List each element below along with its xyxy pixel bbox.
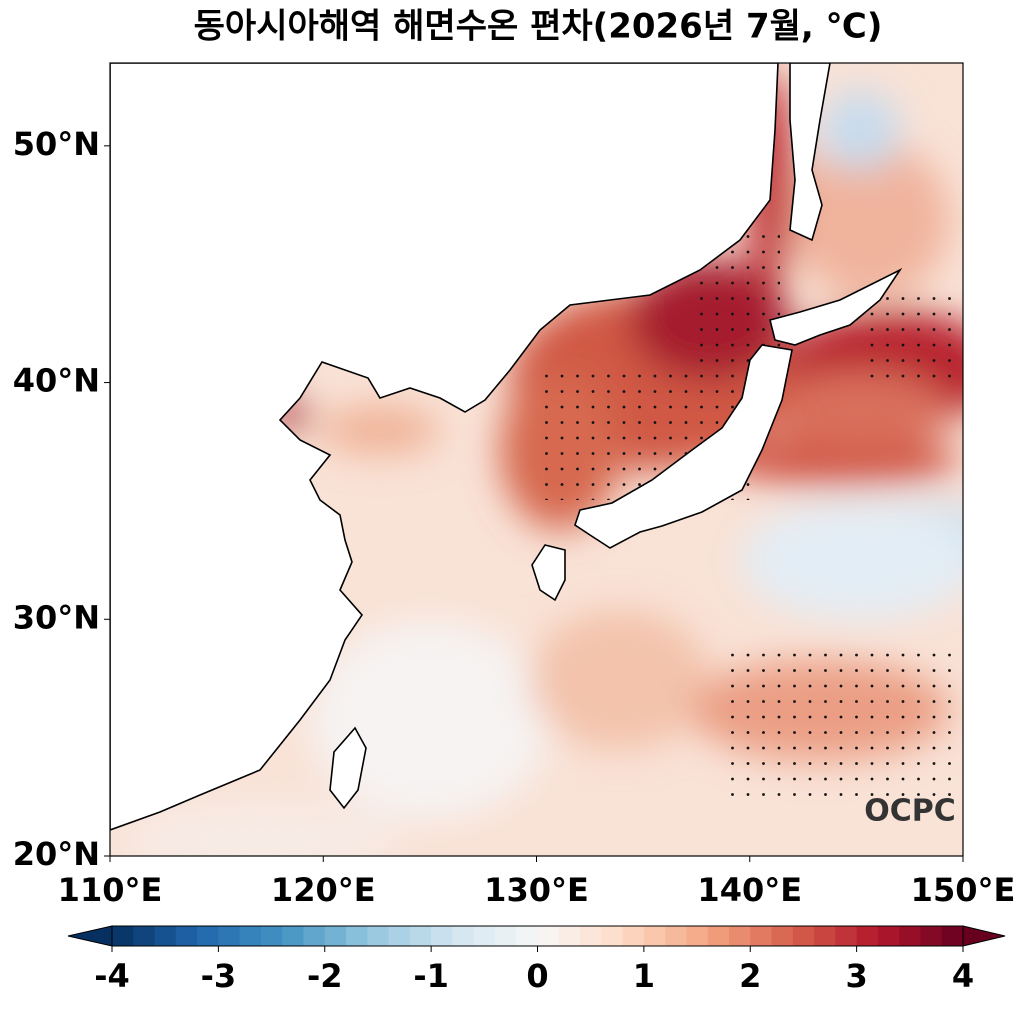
colorbar-bin (494, 926, 517, 946)
colorbar-tick-label: -3 (201, 957, 237, 995)
y-tick-label: 20°N (13, 835, 100, 873)
colorbar-bin (877, 926, 900, 946)
colorbar-bin (622, 926, 645, 946)
map-title: 동아시아해역 해면수온 편차(2026년 7월, ℃) (194, 7, 883, 47)
colorbar-extend-low (67, 925, 113, 947)
colorbar-tick-label: 4 (952, 957, 974, 995)
y-tick-label: 40°N (13, 362, 100, 400)
colorbar-bin (771, 926, 794, 946)
x-tick-label: 110°E (58, 871, 163, 909)
colorbar-bin (324, 926, 347, 946)
colorbar-bin (601, 926, 624, 946)
x-tick-label: 150°E (911, 871, 1016, 909)
colorbar-tick-label: -2 (307, 957, 343, 995)
colorbar-extend-high (962, 925, 1006, 947)
colorbar-bin (814, 926, 836, 946)
colorbar-bin (941, 926, 964, 946)
colorbar-bin (409, 926, 432, 946)
colorbar-bin (516, 926, 538, 946)
colorbar-bin (175, 926, 198, 946)
colorbar-tick-label: 2 (739, 957, 761, 995)
colorbar-bin (154, 926, 177, 946)
colorbar-bin (197, 926, 219, 946)
colorbar-bin (899, 926, 921, 946)
colorbar-bin (792, 926, 815, 946)
colorbar-bin (728, 926, 751, 946)
colorbar-bin (558, 926, 581, 946)
colorbar-bin (218, 926, 241, 946)
colorbar-bin (346, 926, 368, 946)
y-tick-label: 50°N (13, 125, 100, 163)
colorbar-bin (133, 926, 156, 946)
axes: 110°E 120°E 130°E 140°E 150°E 20°N 30°N 40°N 50°… (13, 125, 1016, 909)
colorbar-tick-label: 0 (526, 957, 548, 995)
colorbar-bin (112, 926, 134, 946)
colorbar-bin (367, 926, 390, 946)
colorbar: -4 -3 -2 -1 0 1 2 3 4 (67, 925, 1006, 995)
colorbar-tick-label: 1 (633, 957, 655, 995)
colorbar-bin (282, 926, 304, 946)
colorbar-bin (260, 926, 283, 946)
colorbar-bin (239, 926, 262, 946)
colorbar-bin (686, 926, 709, 946)
colorbar-bin (920, 926, 943, 946)
colorbar-tick-label: -4 (94, 957, 130, 995)
colorbar-bin (665, 926, 687, 946)
colorbar-bin (537, 926, 560, 946)
colorbar-bin (856, 926, 879, 946)
colorbar-bin (303, 926, 326, 946)
colorbar-bin (580, 926, 602, 946)
colorbar-bin (643, 926, 666, 946)
colorbar-tick-label: -1 (413, 957, 449, 995)
colorbar-bin (388, 926, 411, 946)
colorbar-bin (452, 926, 475, 946)
colorbar-bin (707, 926, 730, 946)
colorbar-tick-label: 3 (845, 957, 867, 995)
colorbar-bin (835, 926, 858, 946)
x-tick-label: 130°E (484, 871, 589, 909)
anomaly-field: OCPC (110, 63, 963, 856)
y-tick-label: 30°N (13, 598, 100, 636)
colorbar-bin (431, 926, 453, 946)
colorbar-bin (750, 926, 773, 946)
x-tick-label: 120°E (271, 871, 376, 909)
colorbar-bin (473, 926, 496, 946)
x-tick-label: 140°E (697, 871, 802, 909)
watermark: OCPC (864, 794, 956, 829)
